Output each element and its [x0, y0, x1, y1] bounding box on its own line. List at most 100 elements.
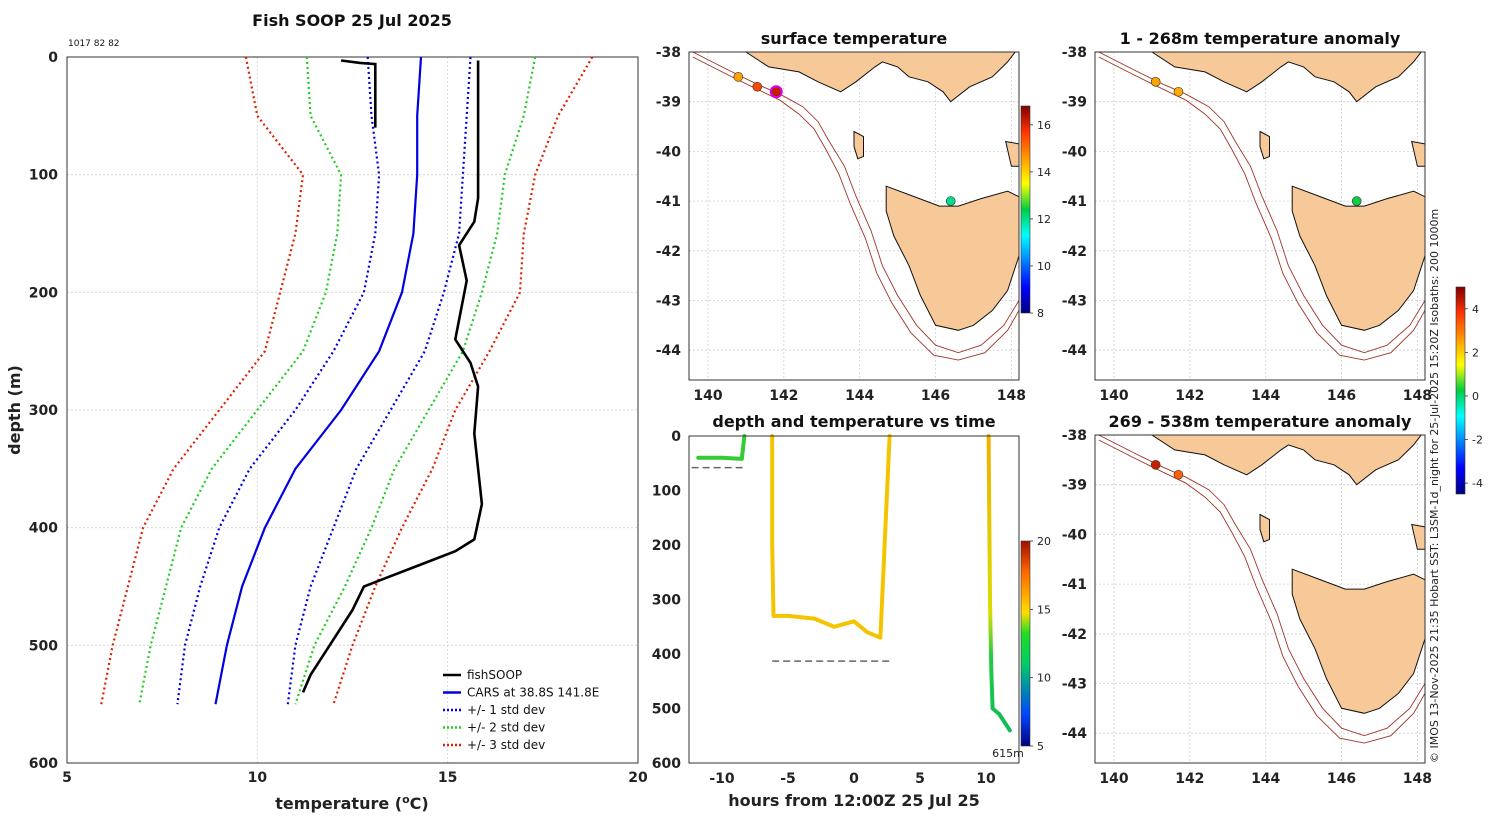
king-island — [853, 130, 864, 160]
map-ytick-label: -39 — [1062, 95, 1087, 111]
map-ytick-label: -44 — [656, 343, 682, 359]
profile-series-cars-at-38-8s-141-8e — [214, 56, 423, 705]
timeseries-xtick-label: -10 — [709, 771, 735, 787]
map-frame — [688, 51, 1020, 381]
map-ytick-label: -39 — [656, 95, 681, 111]
profile-series--1-std-dev — [176, 56, 381, 705]
profile-xtick-label: 15 — [438, 770, 457, 786]
tasmania — [1291, 568, 1425, 714]
tasmania — [885, 185, 1019, 331]
timeseries-xlabel: hours from 12:00Z 25 Jul 25 — [728, 791, 979, 810]
anomaly-colorbar — [1455, 286, 1466, 495]
timeseries-title: depth and temperature vs time — [712, 412, 995, 431]
timeseries-cast-2 — [770, 434, 892, 640]
profile-ytick-label: 300 — [29, 403, 58, 419]
isobath-1000m — [1098, 439, 1425, 744]
profile-id-text: 1017 82 82 — [68, 39, 120, 49]
map-frame — [1094, 434, 1426, 764]
map-xtick-label: 146 — [1327, 771, 1356, 787]
profile-xtick-label: 5 — [62, 770, 72, 786]
isobath-1000m — [1098, 56, 1425, 361]
data-point — [1150, 77, 1161, 87]
map-ytick-label: -39 — [1062, 478, 1087, 494]
timeseries-ytick-label: 300 — [652, 593, 681, 609]
profile-ytick-label: 0 — [48, 50, 58, 66]
timeseries-ytick-label: 400 — [652, 647, 681, 663]
data-point — [771, 86, 782, 97]
map-xtick-label: 148 — [1403, 771, 1432, 787]
legend-label: +/- 2 std dev — [467, 721, 545, 735]
profile-ytick-label: 600 — [29, 756, 58, 772]
timeseries-xtick-label: -5 — [780, 771, 796, 787]
tasmania — [1291, 185, 1425, 331]
surface-temperature-map: surface temperature -38 -39 -40 -41 -42 -43 -4… — [656, 29, 1026, 404]
map-ytick-label: -43 — [1062, 293, 1087, 309]
data-point — [1351, 196, 1362, 206]
map-ytick-label: -43 — [656, 293, 681, 309]
map-ytick-label: -38 — [1062, 428, 1087, 444]
map-ytick-label: -41 — [656, 194, 681, 210]
data-point — [1150, 460, 1161, 470]
fishsoop-profile-line — [340, 59, 377, 128]
map-xtick-label: 140 — [1099, 771, 1128, 787]
map-xtick-label: 140 — [693, 388, 722, 404]
profile-series--1-std-dev — [286, 56, 472, 705]
profile-series--3-std-dev — [100, 56, 305, 705]
anomaly-deep-title: 269 - 538m temperature anomaly — [1109, 412, 1412, 431]
profile-legend: fishSOOP CARS at 38.8S 141.8E +/- 1 std de… — [443, 668, 599, 752]
timeseries-ytick-label: 0 — [671, 429, 681, 445]
profile-series--3-std-dev — [332, 56, 594, 705]
colorbar-tick-label: -2 — [1472, 434, 1483, 447]
credit-text: © IMOS 13-Nov-2025 21:35 Hobart SST: L3S… — [1428, 209, 1441, 763]
profile-panel: Fish SOOP 25 Jul 2025 1017 82 82 5 10 15 20… — [5, 11, 648, 813]
map-content — [1095, 52, 1425, 380]
map-ytick-label: -40 — [1062, 144, 1088, 160]
map-ytick-label: -42 — [1062, 244, 1087, 260]
profile-xtick-label: 20 — [628, 770, 648, 786]
colorbar-tick-label: 10 — [1037, 260, 1051, 273]
profile-axes-frame — [66, 56, 639, 764]
colorbar-tick-label: 4 — [1472, 303, 1479, 316]
data-point — [1173, 86, 1184, 97]
colorbar-tick-label: 2 — [1472, 346, 1479, 359]
surface-temp-colorbar — [1020, 105, 1031, 314]
map-ytick-label: -40 — [656, 144, 682, 160]
timeseries-ytick-label: 200 — [652, 538, 681, 554]
anomaly-deep-map: 269 - 538m temperature anomaly -38 -39 -40… — [1062, 412, 1432, 787]
surface-map-title: surface temperature — [761, 29, 948, 48]
map-ytick-label: -41 — [1062, 194, 1087, 210]
map-xtick-label: 144 — [1251, 388, 1280, 404]
data-point — [733, 72, 744, 82]
colorbar-tick-label: 16 — [1037, 119, 1051, 132]
map-xtick-label: 142 — [1175, 771, 1204, 787]
profile-series--2-std-dev — [138, 56, 343, 705]
map-xtick-label: 148 — [1403, 388, 1432, 404]
map-ytick-label: -44 — [1062, 726, 1088, 742]
map-ytick-label: -38 — [656, 45, 681, 61]
mainland-australia — [1095, 435, 1425, 486]
map-ytick-label: -44 — [1062, 343, 1088, 359]
timeseries-colorbar — [1020, 540, 1031, 747]
timeseries-xtick-label: 10 — [976, 771, 996, 787]
king-island — [1259, 130, 1270, 160]
profile-ytick-label: 200 — [29, 285, 58, 301]
map-ytick-label: -40 — [1062, 527, 1088, 543]
map-ytick-label: -42 — [1062, 627, 1087, 643]
timeseries-ytick-label: 100 — [652, 484, 681, 500]
map-xtick-label: 140 — [1099, 388, 1128, 404]
timeseries-frame — [688, 435, 1020, 764]
flinders-island — [1005, 140, 1019, 167]
data-point — [945, 196, 956, 206]
timeseries-ytick-label: 500 — [652, 702, 681, 718]
fishsoop-profile-line — [301, 60, 484, 693]
timeseries-xtick-label: 5 — [915, 771, 925, 787]
map-ytick-label: -38 — [1062, 45, 1087, 61]
map-xtick-label: 146 — [921, 388, 950, 404]
map-xtick-label: 144 — [845, 388, 874, 404]
data-point — [752, 81, 763, 92]
depth-time-panel: depth and temperature vs time hours from… — [652, 412, 1024, 810]
flinders-island — [1411, 523, 1425, 550]
map-frame — [1094, 51, 1426, 381]
anomaly-shallow-map: 1 - 268m temperature anomaly -38 -39 -40 -4… — [1062, 29, 1432, 404]
